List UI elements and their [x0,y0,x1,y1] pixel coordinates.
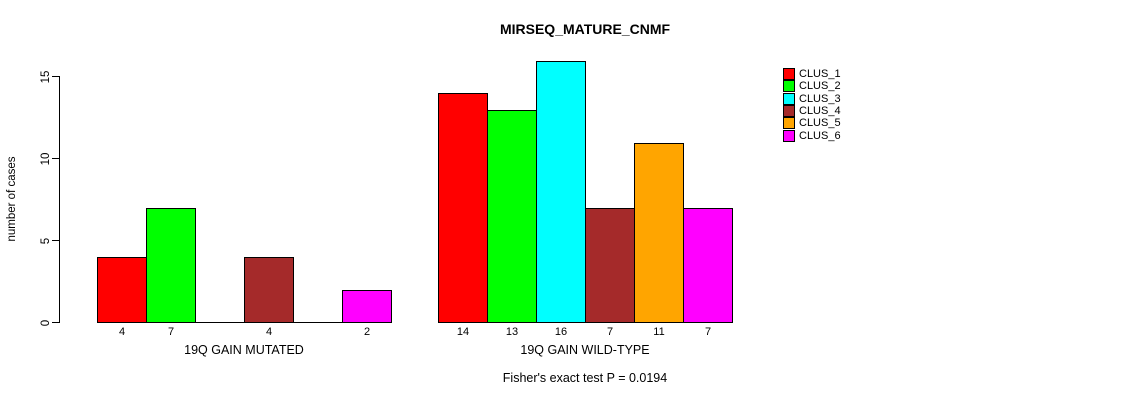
bar-clus_1-group1 [97,257,147,323]
bar-value-label: 2 [363,326,371,338]
legend-label-clus_6: CLUS_6 [799,129,841,142]
y-axis-label: number of cases [6,156,18,242]
legend-swatch-clus_3 [783,92,795,105]
bar-clus_4-group2 [585,208,635,323]
y-tick-label: 10 [40,152,52,165]
bar-clus_6-group1 [342,290,392,323]
bar-value-label: 7 [606,326,614,338]
x-axis-group-label: 19Q GAIN MUTATED [184,343,304,357]
bar-clus_3-group1-zero [195,322,245,323]
bar-value-label: 4 [265,326,273,338]
bar-value-label: 7 [704,326,712,338]
y-axis-line [59,76,60,323]
bar-clus_2-group2 [487,110,537,323]
y-tick [52,322,59,323]
bar-clus_3-group2 [536,61,586,323]
y-tick-label: 5 [40,237,52,244]
bar-clus_1-group2 [438,93,488,323]
bar-value-label: 16 [554,326,568,338]
legend-swatch-clus_6 [783,129,795,142]
y-tick [52,76,59,77]
legend-label-clus_1: CLUS_1 [799,68,841,80]
fisher-test-note: Fisher's exact test P = 0.0194 [502,371,668,385]
legend-swatch-clus_4 [783,104,795,117]
y-tick-label: 0 [40,319,52,326]
bar-value-label: 11 [653,326,665,338]
legend-swatch-clus_1 [783,68,795,80]
bar-value-label: 4 [118,326,126,338]
bar-value-label: 14 [456,326,470,338]
legend-label-clus_3: CLUS_3 [799,92,841,105]
x-axis-group-label: 19Q GAIN WILD-TYPE [520,343,650,357]
bar-clus_5-group2 [634,143,684,323]
chart-title: MIRSEQ_MATURE_CNMF [499,21,671,37]
y-tick [52,158,59,159]
bar-value-label: 7 [167,326,175,338]
bar-clus_2-group1 [146,208,196,323]
legend-label-clus_4: CLUS_4 [799,104,841,117]
bar-clus_4-group1 [244,257,294,323]
bar-clus_6-group2 [683,208,733,323]
y-tick [52,240,59,241]
y-tick-label: 15 [40,70,52,83]
legend-label-clus_2: CLUS_2 [799,80,841,93]
legend-swatch-clus_5 [783,117,795,130]
legend-label-clus_5: CLUS_5 [799,117,841,130]
bar-clus_5-group1-zero [293,322,343,323]
bar-value-label: 13 [505,326,519,338]
legend-swatch-clus_2 [783,80,795,93]
